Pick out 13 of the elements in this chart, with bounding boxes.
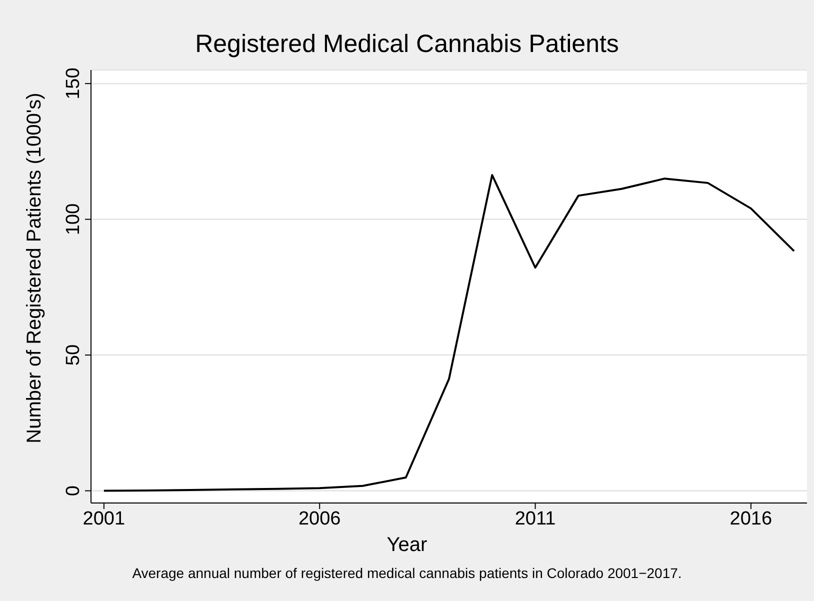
x-tick-label: 2016 (730, 508, 772, 530)
line-series (102, 174, 796, 492)
x-axis-title: Year (386, 534, 428, 557)
y-tick-label: 100 (63, 203, 84, 236)
chart-title: Registered Medical Cannabis Patients (194, 30, 620, 59)
y-axis-title: Number of Registered Patients (1000's) (24, 92, 46, 444)
text: Average annual number of registered medical cannabis patients in Colorado 2001−2017. (131, 565, 683, 581)
x-tick-label: 2006 (298, 508, 341, 530)
x-tick-label: 2001 (82, 508, 126, 530)
y-tick-label: 0 (63, 485, 84, 496)
x-tick-label: 2011 (514, 508, 556, 530)
y-tick-label: 50 (63, 344, 84, 366)
y-tick-label: 150 (63, 68, 84, 100)
